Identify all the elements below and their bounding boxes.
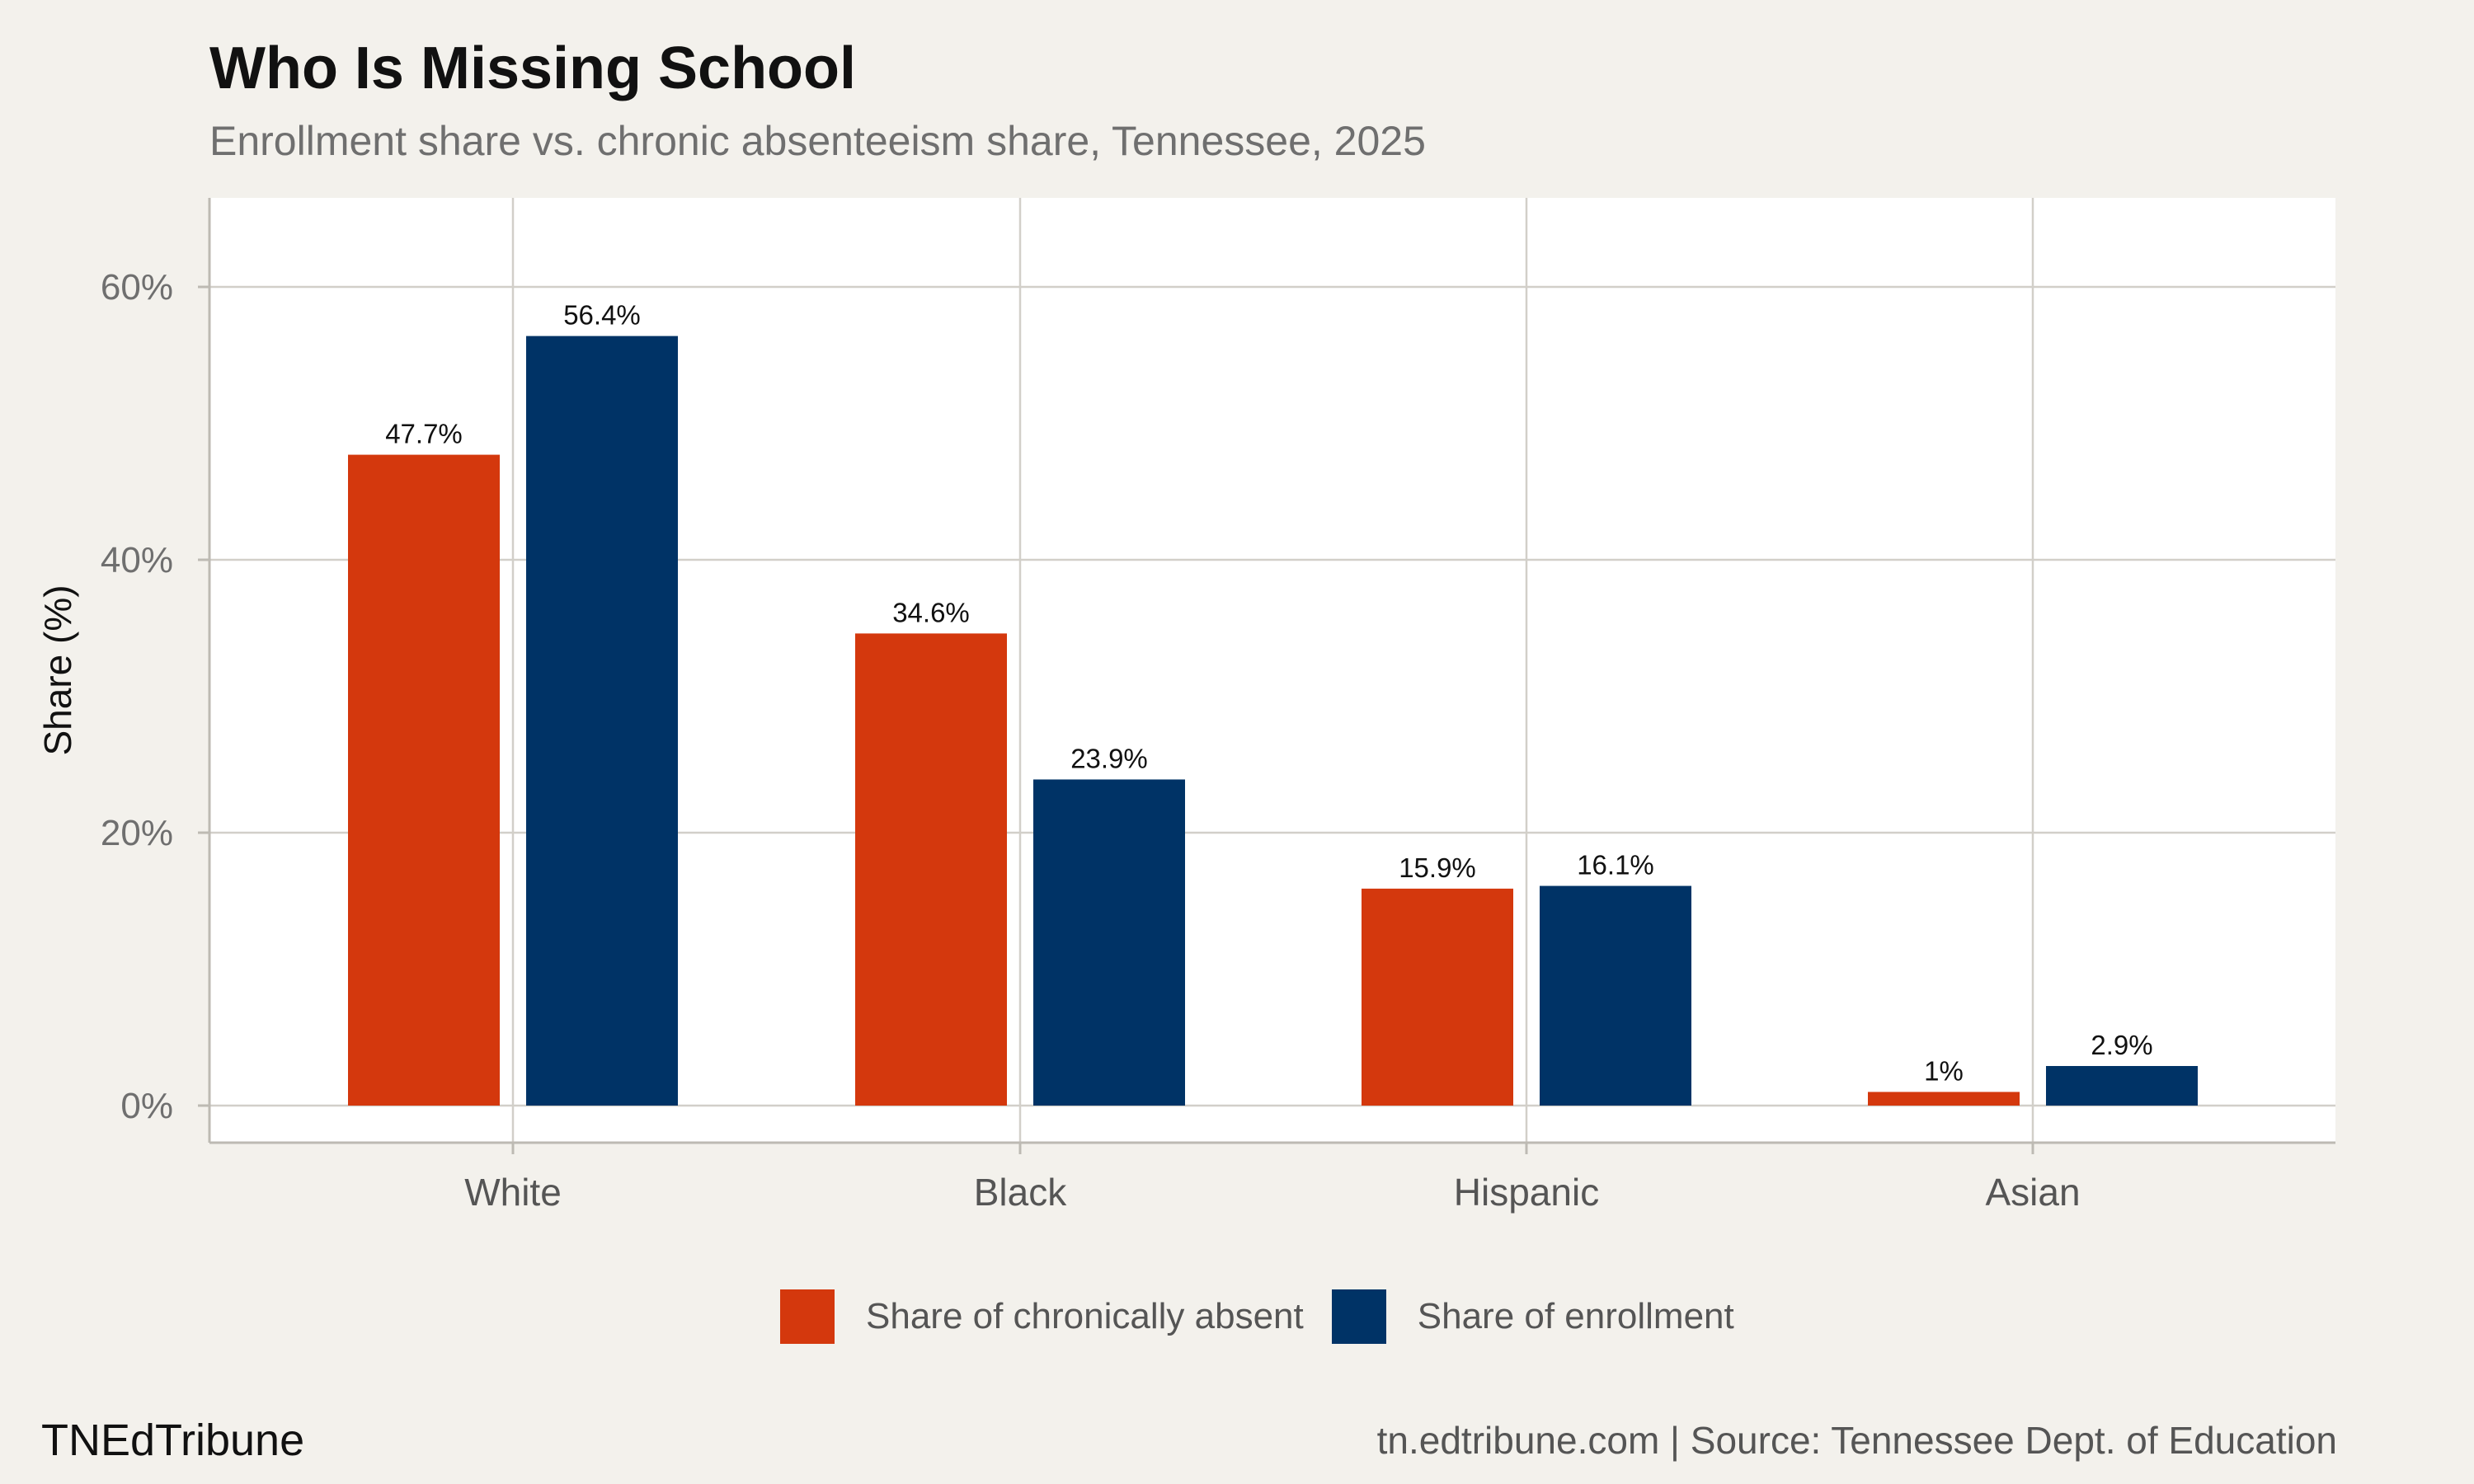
- x-tick-label: Asian: [1985, 1171, 2080, 1214]
- x-tick-label: Hispanic: [1454, 1171, 1599, 1214]
- y-axis-ticks: 0% 20% 40% 60%: [101, 267, 209, 1126]
- y-tick-label: 40%: [101, 540, 173, 580]
- y-tick-label: 20%: [101, 813, 173, 853]
- x-tick-label: Black: [974, 1171, 1067, 1214]
- chart-title: Who Is Missing School: [209, 35, 857, 101]
- brand-logo-text: TNEdTribune: [41, 1416, 305, 1465]
- bar-enrollment: [1540, 885, 1691, 1106]
- data-labels: 47.7% 34.6% 15.9% 1% 56.4% 23.9% 16.1% 2.9%: [385, 300, 2152, 1087]
- legend-item-enrollment: Share of enrollment: [1331, 1289, 1734, 1344]
- legend-item-absent: Share of chronically absent: [780, 1289, 1304, 1344]
- legend: Share of chronically absent Share of enr…: [780, 1289, 1734, 1344]
- source-caption: tn.edtribune.com | Source: Tennessee Dep…: [1376, 1419, 2337, 1462]
- bar-absent: [855, 633, 1007, 1106]
- bar-value-label: 15.9%: [1399, 852, 1476, 883]
- bar-value-label: 34.6%: [892, 597, 970, 627]
- bar-value-label: 2.9%: [2091, 1030, 2152, 1060]
- bar-value-label: 1%: [1924, 1055, 1964, 1086]
- bar-enrollment: [526, 336, 678, 1106]
- bar-enrollment: [2046, 1066, 2198, 1106]
- bar-absent: [348, 454, 500, 1106]
- bar-absent: [1362, 888, 1513, 1106]
- bar-value-label: 47.7%: [385, 419, 463, 449]
- legend-label-enrollment: Share of enrollment: [1417, 1296, 1734, 1336]
- chart-subtitle: Enrollment share vs. chronic absenteeism…: [209, 118, 1426, 164]
- bar-value-label: 56.4%: [563, 300, 641, 331]
- bar-enrollment: [1033, 779, 1185, 1106]
- legend-swatch-absent: [780, 1289, 835, 1344]
- legend-label-absent: Share of chronically absent: [866, 1296, 1304, 1336]
- y-tick-label: 60%: [101, 267, 173, 308]
- bar-absent: [1868, 1092, 2020, 1106]
- legend-swatch-enrollment: [1331, 1289, 1386, 1344]
- y-axis-title: Share (%): [36, 585, 79, 755]
- bars: [348, 336, 2198, 1106]
- x-tick-label: White: [464, 1171, 562, 1214]
- x-axis-ticks: White Black Hispanic Asian: [464, 1143, 2081, 1214]
- bar-value-label: 23.9%: [1070, 743, 1148, 773]
- y-tick-label: 0%: [120, 1086, 173, 1126]
- bar-value-label: 16.1%: [1577, 850, 1654, 881]
